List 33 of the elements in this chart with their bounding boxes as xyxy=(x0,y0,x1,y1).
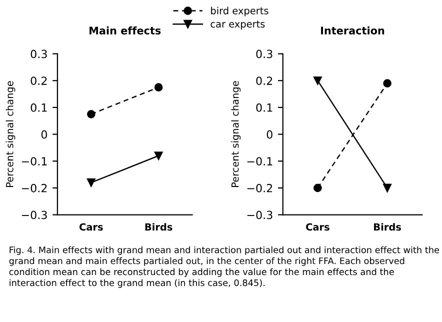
point xyxy=(383,184,392,192)
x-tick-label: Cars xyxy=(80,223,103,231)
y-tick-label: −0.2 xyxy=(22,184,47,192)
point xyxy=(383,79,392,88)
y-axis-title: Percent signal change xyxy=(6,81,16,187)
y-tick-label: −0.1 xyxy=(22,157,47,166)
legend-label: car experts xyxy=(210,20,265,30)
x-tick-label: Birds xyxy=(145,223,172,231)
point xyxy=(86,110,96,118)
point xyxy=(314,184,322,192)
point xyxy=(154,152,163,160)
y-tick-label: −0.3 xyxy=(22,210,47,220)
y-axis-title: Percent signal change xyxy=(231,81,241,187)
point xyxy=(314,76,322,85)
caption: Fig. 4. Main effects with grand mean and interaction partialed out and interaction effect with the grand mean and main effects partialed out, in the center of the right FFA. Each observed condition mean can be reconstructed by adding the value for the main effects and the interaction effect to the grand mean (in this case, 0.845). xyxy=(9,246,440,288)
y-tick-label: 0.3 xyxy=(30,50,47,58)
y-tick-label: 0.2 xyxy=(256,76,272,85)
y-tick-label: 0.2 xyxy=(30,76,47,85)
y-tick-label: −0.2 xyxy=(247,184,272,192)
chart-title: Main effects xyxy=(90,26,161,34)
legend-label: bird experts xyxy=(211,6,268,16)
x-tick-label: Birds xyxy=(374,223,401,231)
point xyxy=(154,83,163,92)
chart-title: Interaction xyxy=(321,26,384,34)
point xyxy=(86,178,96,187)
y-tick-label: 0 xyxy=(41,130,47,139)
y-tick-label: −0.1 xyxy=(247,157,272,166)
y-tick-label: 0 xyxy=(266,130,272,139)
y-tick-label: 0.1 xyxy=(30,103,47,112)
y-tick-label: −0.3 xyxy=(247,210,272,220)
y-tick-label: 0.1 xyxy=(256,103,272,112)
y-tick-label: 0.3 xyxy=(256,50,272,58)
x-tick-label: Cars xyxy=(306,223,330,231)
